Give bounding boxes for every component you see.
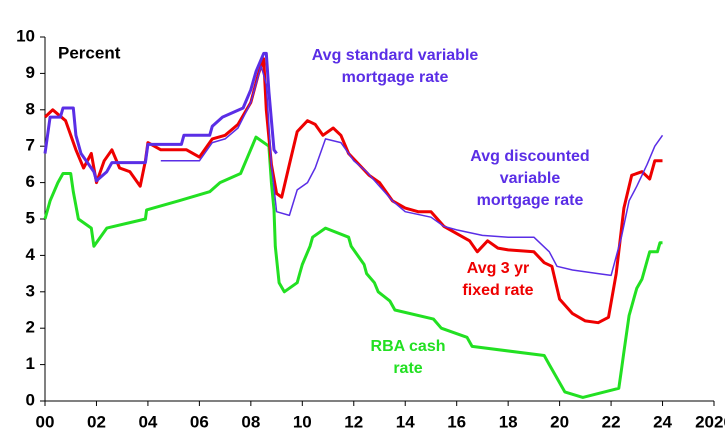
x-tick-label: 22: [602, 412, 621, 431]
y-tick-label: 1: [26, 354, 35, 373]
x-tick-label: 08: [241, 412, 260, 431]
y-tick-label: 2: [26, 318, 35, 337]
y-axis-label: Percent: [58, 43, 121, 62]
series-line: [43, 135, 663, 399]
series-line: [43, 51, 278, 183]
x-tick-label: 16: [447, 412, 466, 431]
x-tick-label: 20: [550, 412, 569, 431]
x-tick-label: 04: [138, 412, 157, 431]
x-tick-label: 24: [653, 412, 672, 431]
series-line: [160, 65, 664, 277]
series-line: [43, 57, 663, 325]
y-tick-label: 7: [26, 136, 35, 155]
y-tick-label: 5: [26, 208, 35, 227]
y-tick-label: 8: [26, 99, 35, 118]
series-label: Avg 3 yr fixed rate: [462, 260, 534, 299]
y-tick-label: 6: [26, 172, 35, 191]
series-label: RBA cash rate: [370, 338, 446, 377]
y-tick-label: 3: [26, 281, 35, 300]
x-tick-label: 02: [87, 412, 106, 431]
x-tick-label: 2026: [695, 412, 725, 431]
x-tick-label: 12: [344, 412, 363, 431]
x-tick-label: 18: [499, 412, 518, 431]
x-tick-label: 00: [36, 412, 55, 431]
x-tick-label: 14: [396, 412, 415, 431]
x-tick-label: 10: [293, 412, 312, 431]
x-tick-label: 06: [190, 412, 209, 431]
y-tick-label: 4: [26, 245, 36, 264]
series-label: Avg standard variable mortgage rate: [311, 47, 479, 86]
series-label: Avg discounted variable mortgage rate: [470, 148, 590, 209]
y-tick-label: 10: [16, 26, 35, 45]
y-tick-label: 9: [26, 63, 35, 82]
y-tick-label: 0: [26, 390, 35, 409]
